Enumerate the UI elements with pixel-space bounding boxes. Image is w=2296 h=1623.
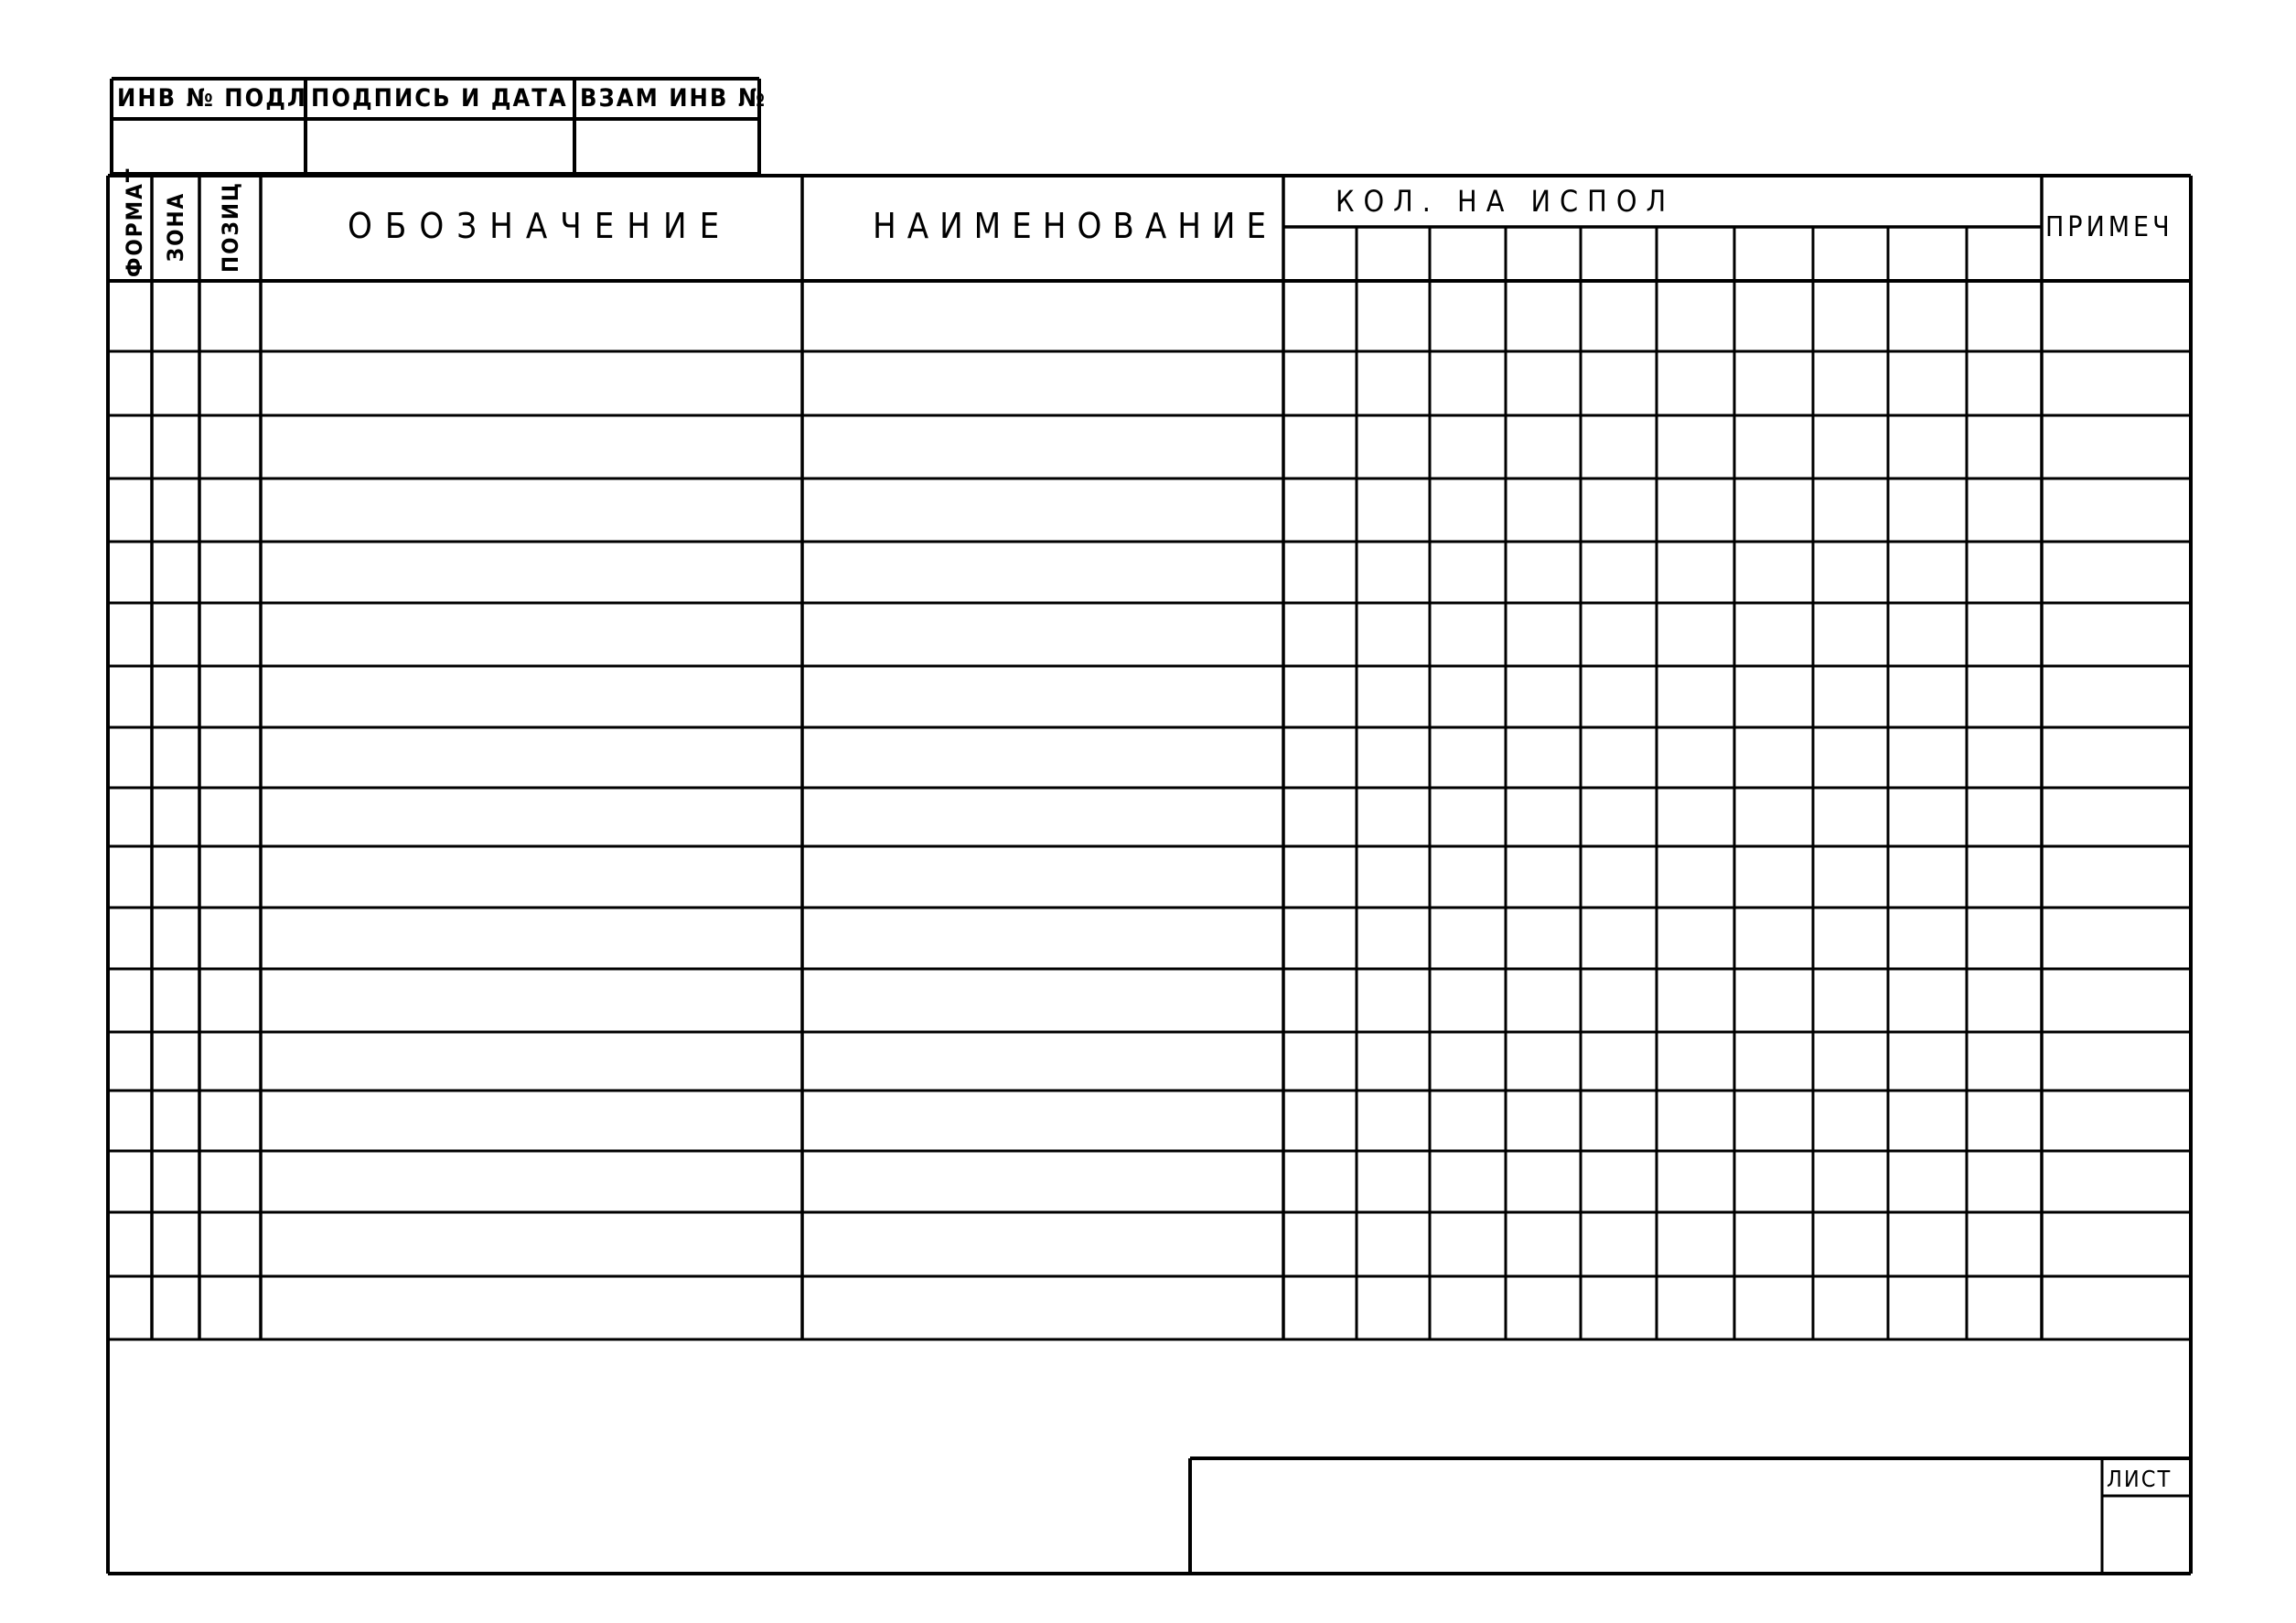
column-header-position: ПОЗИЦ bbox=[218, 181, 243, 273]
column-header-name: НАИМЕНОВАНИЕ bbox=[873, 206, 1278, 246]
column-header-zone: ЗОНА bbox=[163, 191, 188, 263]
sheet-number-field[interactable] bbox=[2104, 1498, 2190, 1573]
column-header-note: ПРИМЕЧ bbox=[2045, 211, 2173, 243]
sheet-label: ЛИСТ bbox=[2107, 1466, 2173, 1492]
column-header-designation: ОБОЗНАЧЕНИЕ bbox=[348, 206, 733, 246]
stamp-header-inv-no: ИНВ № ПОДЛ bbox=[117, 84, 308, 113]
stamp-header-signature-date: ПОДПИСЬ И ДАТА bbox=[311, 84, 568, 113]
column-header-format: ФОРМАТ bbox=[122, 167, 147, 277]
stamp-header-replacement-inv: ВЗАМ ИНВ № bbox=[580, 84, 767, 113]
column-header-quantity: КОЛ. НА ИСПОЛ bbox=[1336, 184, 1676, 219]
